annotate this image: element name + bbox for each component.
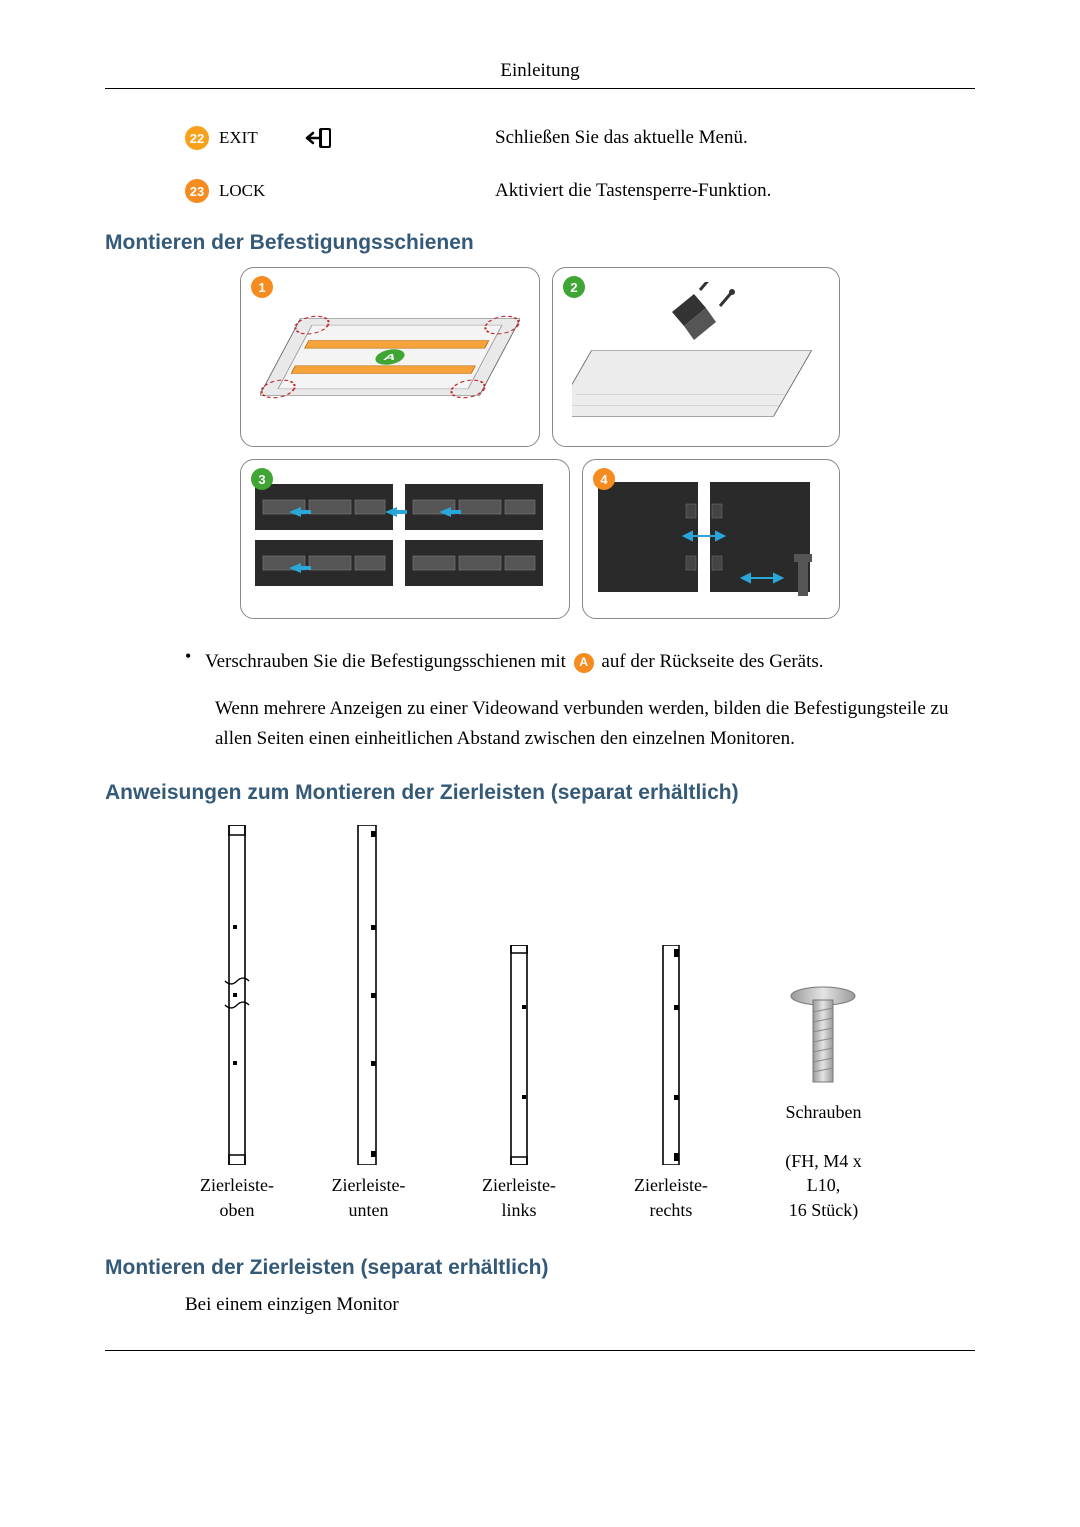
panel2-svg — [572, 282, 820, 432]
trim-label-right: Zierleiste- rechts — [611, 1173, 731, 1222]
trim-item-top: Zierleiste- oben — [200, 825, 274, 1222]
heading-mounting-rails: Montieren der Befestigungsschienen — [105, 231, 975, 255]
trim-bottom-svg — [347, 825, 389, 1165]
page-header: Einleitung — [105, 60, 975, 89]
panel3-svg — [255, 474, 555, 604]
badge-22: 22 — [185, 126, 209, 150]
trim-label-screws: Schrauben (FH, M4 x L10, 16 Stück) — [767, 1100, 880, 1221]
panel-badge-3: 3 — [251, 468, 273, 490]
trim-figure: Zierleiste- oben Zierleiste- unten Zierl — [200, 825, 880, 1222]
diagram-panel-1: 1 A — [240, 267, 540, 447]
trim-item-left: Zierleiste- links — [463, 945, 575, 1222]
page-title: Einleitung — [500, 60, 579, 81]
heading-mount-trim: Montieren der Zierleisten (separat erhäl… — [105, 1256, 975, 1280]
panel1-svg: A — [260, 282, 520, 432]
exit-icon — [305, 125, 335, 151]
trim-label-left: Zierleiste- links — [463, 1173, 575, 1222]
bullet-dot: • — [185, 647, 205, 676]
diagram-panel-2: 2 — [552, 267, 840, 447]
mounting-rails-diagram: 1 A — [240, 267, 840, 619]
remote-row-exit: 22 EXIT Schließen Sie das aktuelle Menü. — [185, 125, 975, 151]
trim-label-bottom: Zierleiste- unten — [310, 1173, 427, 1222]
diagram-panel-3: 3 — [240, 459, 570, 619]
diagram-panel-4: 4 — [582, 459, 840, 619]
bullet-post: auf der Rückseite des Geräts. — [601, 651, 823, 672]
remote-control-reference: 22 EXIT Schließen Sie das aktuelle Menü.… — [185, 125, 975, 203]
a-badge-icon: A — [574, 653, 594, 673]
remote-label-lock: LOCK — [219, 181, 299, 201]
remote-label-exit: EXIT — [219, 128, 299, 148]
trim-label-top: Zierleiste- oben — [200, 1173, 274, 1222]
mounting-note: Wenn mehrere Anzeigen zu einer Videowand… — [215, 694, 975, 753]
footer-rule — [105, 1350, 975, 1351]
screw-svg — [783, 982, 863, 1092]
remote-row-lock: 23 LOCK Aktiviert die Tastensperre-Funkt… — [185, 179, 975, 203]
panel-badge-2: 2 — [563, 276, 585, 298]
heading-trim-instructions: Anweisungen zum Montieren der Zierleiste… — [105, 781, 975, 805]
trim-item-bottom: Zierleiste- unten — [310, 825, 427, 1222]
panel-badge-4: 4 — [593, 468, 615, 490]
badge-23: 23 — [185, 179, 209, 203]
bullet-text: Verschrauben Sie die Befestigungsschiene… — [205, 647, 975, 676]
panel-badge-1: 1 — [251, 276, 273, 298]
trim-top-svg — [216, 825, 258, 1165]
trim-item-right: Zierleiste- rechts — [611, 945, 731, 1222]
trim-left-svg — [500, 945, 538, 1165]
remote-desc-exit: Schließen Sie das aktuelle Menü. — [495, 127, 975, 149]
sub-single-monitor: Bei einem einzigen Monitor — [185, 1294, 975, 1316]
trim-right-svg — [652, 945, 690, 1165]
bullet-pre: Verschrauben Sie die Befestigungsschiene… — [205, 651, 571, 672]
bullet-mounting-instruction: • Verschrauben Sie die Befestigungsschie… — [185, 647, 975, 676]
remote-desc-lock: Aktiviert die Tastensperre-Funktion. — [495, 180, 975, 202]
panel4-svg — [598, 474, 824, 604]
trim-item-screws: Schrauben (FH, M4 x L10, 16 Stück) — [767, 982, 880, 1221]
